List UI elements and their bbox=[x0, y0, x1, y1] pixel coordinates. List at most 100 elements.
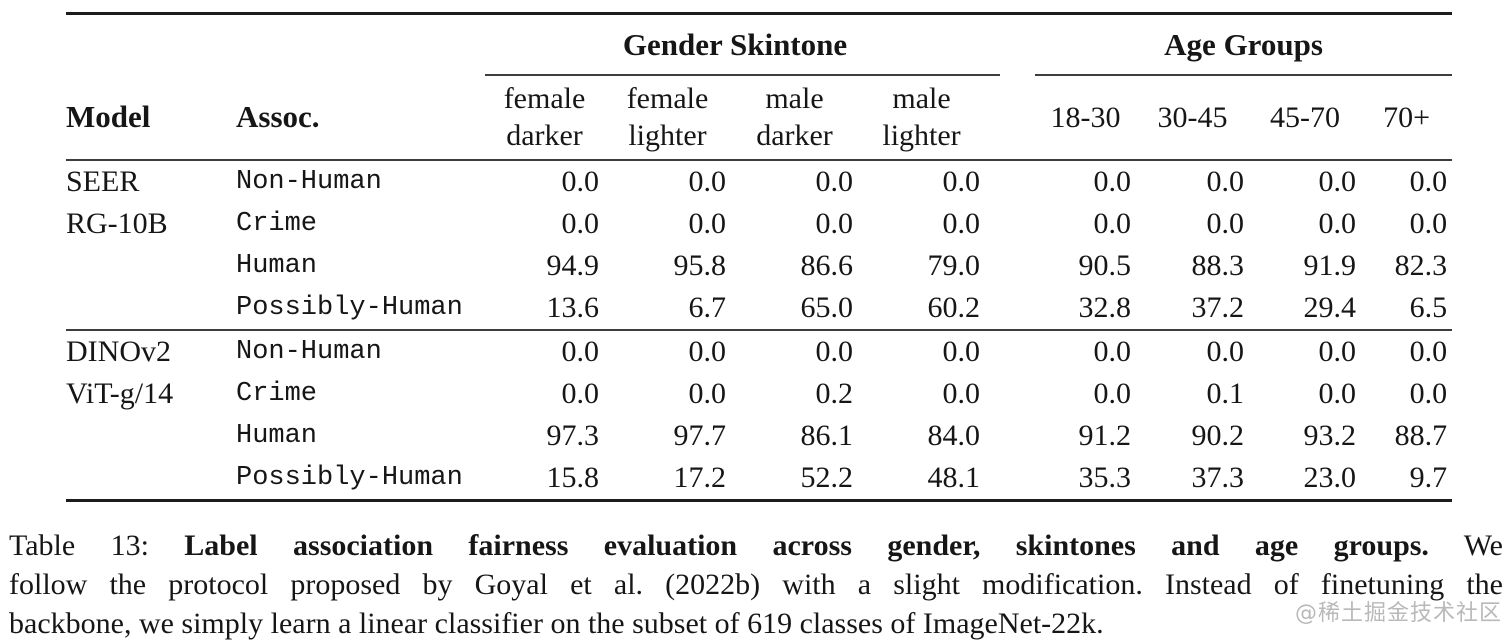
value-cell: 17.2 bbox=[673, 460, 727, 494]
header-line: darker bbox=[756, 119, 833, 152]
col-header-45-70: 45-70 bbox=[1249, 75, 1362, 161]
value-cell: 82.3 bbox=[1394, 248, 1448, 282]
value-cell: 0.0 bbox=[731, 328, 858, 373]
value-cell: 6.5 bbox=[1409, 290, 1448, 324]
model-line: ViT-g/14 bbox=[66, 376, 174, 410]
value-cell: 91.9 bbox=[1303, 248, 1357, 282]
value-cell: 0.0 bbox=[485, 328, 604, 373]
value-cell: 0.0 bbox=[858, 328, 986, 373]
value-cell: 15.8 bbox=[546, 460, 600, 494]
assoc-cell: Crime bbox=[236, 378, 318, 409]
value-cell: 60.2 bbox=[927, 290, 981, 324]
header-line: lighter bbox=[882, 119, 961, 152]
value-cell: 0.0 bbox=[1318, 164, 1357, 198]
value-cell: 91.2 bbox=[1078, 418, 1132, 452]
model-cell-dinov2: DINOv2 ViT-g/14 bbox=[66, 328, 236, 500]
value-cell: 0.0 bbox=[942, 376, 981, 410]
value-cell: 86.6 bbox=[800, 248, 854, 282]
age-groups-label: Age Groups bbox=[1164, 26, 1323, 62]
value-cell: 0.0 bbox=[1136, 328, 1250, 373]
value-cell: 0.0 bbox=[688, 164, 727, 198]
value-cell: 65.0 bbox=[800, 290, 854, 324]
table-row: Human 94.9 95.8 86.6 79.0 90.5 88.3 91.9… bbox=[66, 245, 1452, 287]
value-cell: 0.0 bbox=[1093, 206, 1132, 240]
group-header-gender-skintone: Gender Skintone bbox=[485, 14, 1001, 76]
value-cell: 48.1 bbox=[927, 460, 981, 494]
assoc-cell: Possibly-Human bbox=[236, 292, 463, 323]
value-cell: 0.0 bbox=[815, 206, 854, 240]
age-groups-rule bbox=[1035, 73, 1453, 76]
value-cell: 0.0 bbox=[561, 164, 600, 198]
value-cell: 90.5 bbox=[1078, 248, 1132, 282]
model-cell-seer: SEER RG-10B bbox=[66, 160, 236, 330]
value-cell: 0.0 bbox=[561, 376, 600, 410]
value-cell: 35.3 bbox=[1078, 460, 1132, 494]
value-cell: 0.0 bbox=[1249, 328, 1362, 373]
value-cell: 37.2 bbox=[1191, 290, 1245, 324]
value-cell: 0.0 bbox=[985, 328, 1137, 373]
results-table-container: Gender Skintone Age Groups Model Assoc. … bbox=[66, 12, 1453, 502]
value-cell: 0.0 bbox=[1206, 164, 1245, 198]
table-row: Possibly-Human 13.6 6.7 65.0 60.2 32.8 3… bbox=[66, 287, 1452, 330]
caption-text: We bbox=[1428, 529, 1504, 562]
fairness-results-table: Gender Skintone Age Groups Model Assoc. … bbox=[66, 12, 1453, 502]
value-cell: 23.0 bbox=[1303, 460, 1357, 494]
table-row: Possibly-Human 15.8 17.2 52.2 48.1 35.3 … bbox=[66, 457, 1452, 501]
value-cell: 0.0 bbox=[815, 164, 854, 198]
header-line: male bbox=[892, 82, 951, 115]
assoc-cell: Human bbox=[236, 420, 318, 451]
header-line: darker bbox=[506, 119, 583, 152]
assoc-cell: Human bbox=[236, 250, 318, 281]
value-cell: 0.0 bbox=[604, 328, 731, 373]
table-row: Crime 0.0 0.0 0.0 0.0 0.0 0.0 0.0 0.0 bbox=[66, 203, 1452, 245]
assoc-cell: Possibly-Human bbox=[236, 462, 463, 493]
col-header-model: Model bbox=[66, 75, 236, 161]
value-cell: 37.3 bbox=[1191, 460, 1245, 494]
value-cell: 9.7 bbox=[1409, 460, 1448, 494]
juejin-watermark: @稀土掘金技术社区 bbox=[1294, 601, 1502, 626]
col-header-70plus: 70+ bbox=[1361, 75, 1453, 161]
value-cell: 13.6 bbox=[546, 290, 600, 324]
col-header-male-lighter: male lighter bbox=[858, 75, 986, 161]
value-cell: 94.9 bbox=[546, 248, 600, 282]
assoc-cell: Non-Human bbox=[236, 166, 382, 197]
col-header-female-lighter: female lighter bbox=[604, 75, 731, 161]
value-cell: 88.7 bbox=[1394, 418, 1448, 452]
value-cell: 0.1 bbox=[1206, 376, 1245, 410]
value-cell: 52.2 bbox=[800, 460, 854, 494]
caption-line-2: follow the protocol proposed by Goyal et… bbox=[9, 568, 1503, 601]
value-cell: 0.0 bbox=[1318, 206, 1357, 240]
value-cell: 0.0 bbox=[1409, 376, 1448, 410]
header-line: female bbox=[626, 82, 709, 115]
gender-skintone-label: Gender Skintone bbox=[622, 26, 848, 62]
header-line: male bbox=[765, 82, 824, 115]
caption-line-1: Table 13: Label association fairness eva… bbox=[9, 526, 1503, 565]
value-cell: 0.0 bbox=[1318, 376, 1357, 410]
header-line: 30-45 bbox=[1157, 100, 1228, 134]
model-line: DINOv2 bbox=[66, 334, 171, 368]
table-row: Human 97.3 97.7 86.1 84.0 91.2 90.2 93.2… bbox=[66, 415, 1452, 457]
group-header-row: Gender Skintone Age Groups bbox=[66, 14, 1453, 76]
col-header-assoc: Assoc. bbox=[236, 75, 485, 161]
caption-line-3: backbone, we simply learn a linear class… bbox=[9, 607, 1104, 640]
model-line: SEER bbox=[66, 164, 140, 198]
value-cell: 0.0 bbox=[688, 376, 727, 410]
group-header-spacer bbox=[66, 14, 485, 76]
table-row: SEER RG-10B Non-Human 0.0 0.0 0.0 0.0 0.… bbox=[66, 160, 1452, 240]
header-line: 70+ bbox=[1383, 100, 1431, 134]
value-cell: 0.0 bbox=[942, 206, 981, 240]
header-line: female bbox=[503, 82, 586, 115]
gender-skintone-rule bbox=[485, 73, 1001, 76]
value-cell: 95.8 bbox=[673, 248, 727, 282]
value-cell: 0.0 bbox=[942, 164, 981, 198]
value-cell: 0.0 bbox=[1093, 164, 1132, 198]
caption-table-number: Table 13: bbox=[9, 529, 185, 562]
value-cell: 0.0 bbox=[1409, 164, 1448, 198]
caption-bold-title: Label association fairness evaluation ac… bbox=[184, 529, 1429, 562]
value-cell: 97.7 bbox=[673, 418, 727, 452]
header-line: lighter bbox=[628, 119, 707, 152]
table-row: DINOv2 ViT-g/14 Non-Human 0.0 0.0 0.0 0.… bbox=[66, 328, 1453, 500]
group-header-age-groups: Age Groups bbox=[985, 14, 1453, 76]
assoc-cell: Non-Human bbox=[236, 328, 485, 373]
value-cell: 84.0 bbox=[927, 418, 981, 452]
